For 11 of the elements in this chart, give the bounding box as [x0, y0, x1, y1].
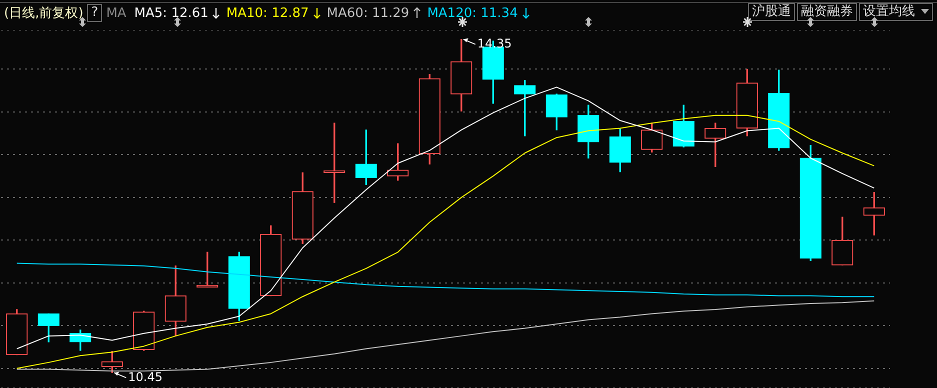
text: 沪股通 — [748, 3, 795, 21]
annotation: 10.45 — [128, 370, 162, 384]
text: MA — [106, 6, 126, 20]
text: ? — [87, 4, 102, 22]
legend-label: MA120: 11.34 — [427, 6, 518, 20]
text: 设置均线 — [859, 3, 933, 21]
legend-label: MA60: 11.29 — [326, 6, 410, 20]
legend-label: MA10: 12.87 — [226, 6, 309, 20]
legend-label: MA5: 12.61 — [134, 6, 208, 20]
text: 融资融券 — [797, 3, 857, 21]
chart-subtitle: (日线,前复权) — [4, 5, 84, 22]
